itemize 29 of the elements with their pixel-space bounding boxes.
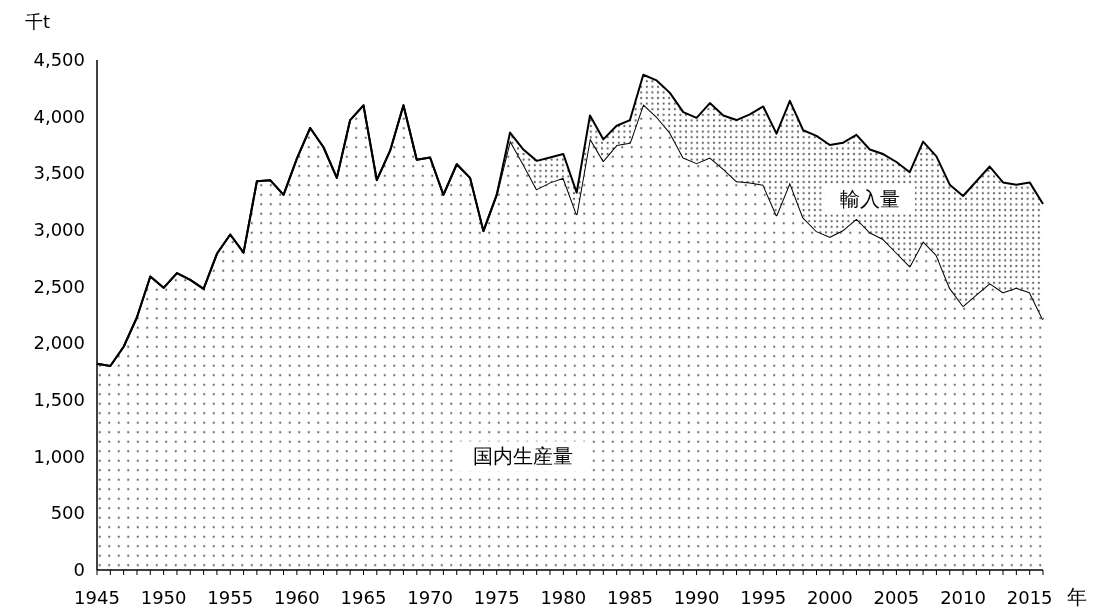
x-tick-label: 1970 — [407, 587, 453, 608]
y-tick-label: 3,500 — [33, 162, 85, 184]
x-tick-label: 2000 — [806, 587, 853, 608]
y-tick-label: 500 — [50, 502, 85, 524]
y-tick-label: 4,000 — [33, 105, 85, 127]
x-tick-label: 2005 — [873, 587, 920, 608]
y-tick-label: 3,000 — [33, 219, 85, 240]
x-tick-label: 1975 — [473, 587, 520, 608]
series-label: 国内生産量 — [473, 444, 574, 469]
x-tick-label: 1960 — [273, 587, 320, 608]
y-tick-label: 4,500 — [33, 49, 85, 70]
x-tick-label: 1945 — [74, 587, 120, 608]
y-axis-title: 千t — [25, 11, 51, 32]
x-tick-label: 1990 — [673, 587, 720, 608]
x-tick-label: 1980 — [540, 587, 587, 608]
x-axis-title: 年 — [1067, 585, 1087, 609]
x-tick-label: 1955 — [207, 587, 254, 608]
y-tick-label: 1,000 — [33, 445, 85, 467]
y-tick-label: 2,500 — [33, 275, 85, 297]
x-tick-label: 1950 — [140, 587, 187, 608]
x-tick-label: 1995 — [740, 587, 787, 608]
series-label: 輸入量 — [839, 187, 900, 212]
y-tick-label: 0 — [73, 559, 85, 580]
x-tick-label: 1985 — [607, 587, 653, 608]
y-tick-label: 2,000 — [33, 332, 85, 354]
x-tick-label: 1965 — [340, 587, 387, 608]
y-tick-label: 1,500 — [33, 389, 85, 410]
x-tick-label: 2015 — [1006, 587, 1053, 608]
x-tick-label: 2010 — [940, 587, 986, 608]
